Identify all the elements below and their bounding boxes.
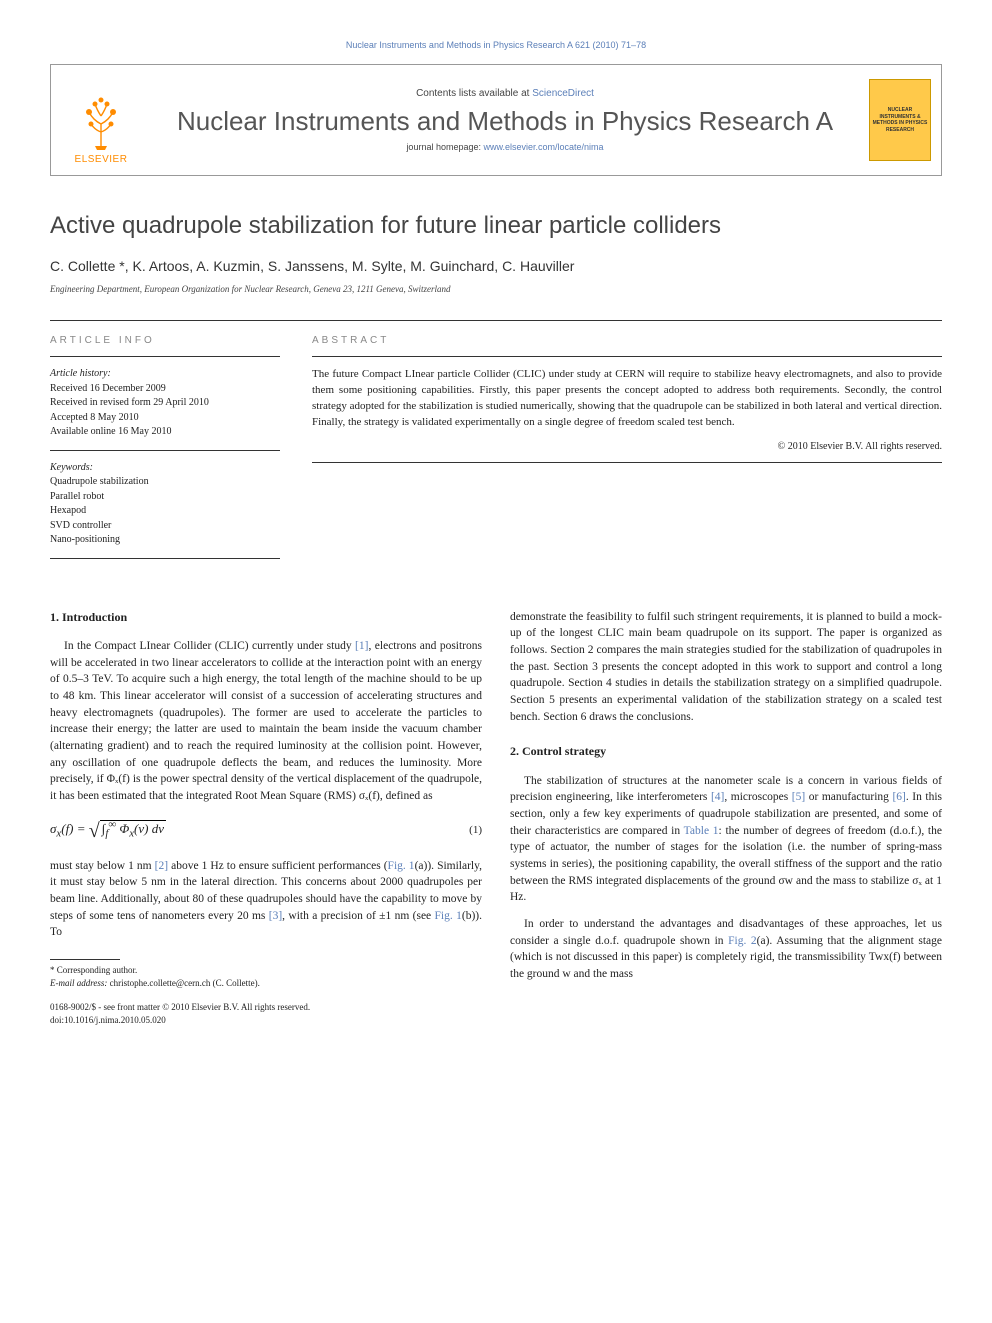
ref-4-link[interactable]: [4] xyxy=(711,791,724,803)
keyword: Hexapod xyxy=(50,504,280,519)
intro-paragraph-1: In the Compact LInear Collider (CLIC) cu… xyxy=(50,638,482,805)
table-1-link[interactable]: Table 1 xyxy=(684,825,719,837)
fig-2-link[interactable]: Fig. 2 xyxy=(728,935,757,947)
article-title: Active quadrupole stabilization for futu… xyxy=(50,212,942,240)
intro-continuation: demonstrate the feasibility to fulfil su… xyxy=(510,609,942,726)
keyword: SVD controller xyxy=(50,519,280,534)
ref-5-link[interactable]: [5] xyxy=(792,791,805,803)
ref-1-link[interactable]: [1] xyxy=(355,640,368,652)
article-info-sidebar: ARTICLE INFO Article history: Received 1… xyxy=(50,321,280,569)
journal-masthead: ELSEVIER Contents lists available at Sci… xyxy=(50,64,942,176)
intro-paragraph-2: must stay below 1 nm [2] above 1 Hz to e… xyxy=(50,858,482,941)
keywords-label: Keywords: xyxy=(50,461,280,476)
publisher-logo: ELSEVIER xyxy=(61,75,141,165)
running-header: Nuclear Instruments and Methods in Physi… xyxy=(50,40,942,50)
equation-1-number: (1) xyxy=(469,823,482,839)
keywords-block: Keywords: Quadrupole stabilization Paral… xyxy=(50,461,280,548)
history-label: Article history: xyxy=(50,367,280,382)
fig-1a-link[interactable]: Fig. 1 xyxy=(388,860,415,872)
journal-title: Nuclear Instruments and Methods in Physi… xyxy=(151,107,859,137)
masthead-center: Contents lists available at ScienceDirec… xyxy=(151,78,859,163)
journal-cover-text: NUCLEAR INSTRUMENTS & METHODS IN PHYSICS… xyxy=(872,107,928,133)
sciencedirect-link[interactable]: ScienceDirect xyxy=(532,88,594,99)
article-info-label: ARTICLE INFO xyxy=(50,335,280,346)
corresponding-email[interactable]: christophe.collette@cern.ch (C. Collette… xyxy=(107,978,260,988)
document-footer: 0168-9002/$ - see front matter © 2010 El… xyxy=(50,1001,482,1026)
keyword: Quadrupole stabilization xyxy=(50,475,280,490)
accepted-date: Accepted 8 May 2010 xyxy=(50,411,280,426)
control-strategy-p1: The stabilization of structures at the n… xyxy=(510,773,942,906)
control-strategy-p2: In order to understand the advantages an… xyxy=(510,916,942,983)
section-2-heading: 2. Control strategy xyxy=(510,743,942,760)
article-history: Article history: Received 16 December 20… xyxy=(50,367,280,440)
fig-1b-link[interactable]: Fig. 1 xyxy=(435,910,462,922)
abstract-copyright: © 2010 Elsevier B.V. All rights reserved… xyxy=(312,441,942,452)
keyword: Parallel robot xyxy=(50,490,280,505)
section-1-heading: 1. Introduction xyxy=(50,609,482,626)
keyword: Nano-positioning xyxy=(50,533,280,548)
email-label: E-mail address: xyxy=(50,978,107,988)
equation-1: σx(f) = √∫f∞ Φx(ν) dν (1) xyxy=(50,817,482,846)
body-left-column: 1. Introduction In the Compact LInear Co… xyxy=(50,609,482,1027)
journal-cover-thumbnail: NUCLEAR INSTRUMENTS & METHODS IN PHYSICS… xyxy=(869,79,931,161)
received-date: Received 16 December 2009 xyxy=(50,382,280,397)
abstract-column: ABSTRACT The future Compact LInear parti… xyxy=(312,321,942,569)
front-matter-line: 0168-9002/$ - see front matter © 2010 El… xyxy=(50,1001,482,1014)
email-footnote: E-mail address: christophe.collette@cern… xyxy=(50,977,482,990)
doi-line: doi:10.1016/j.nima.2010.05.020 xyxy=(50,1014,482,1027)
abstract-text: The future Compact LInear particle Colli… xyxy=(312,367,942,431)
elsevier-tree-icon xyxy=(75,94,127,152)
author-list: C. Collette *, K. Artoos, A. Kuzmin, S. … xyxy=(50,258,942,274)
affiliation: Engineering Department, European Organiz… xyxy=(50,284,942,294)
ref-3-link[interactable]: [3] xyxy=(269,910,282,922)
contents-available-line: Contents lists available at ScienceDirec… xyxy=(151,88,859,99)
abstract-label: ABSTRACT xyxy=(312,335,942,346)
ref-6-link[interactable]: [6] xyxy=(892,791,905,803)
revised-date: Received in revised form 29 April 2010 xyxy=(50,396,280,411)
homepage-prefix: journal homepage: xyxy=(406,142,483,152)
ref-2-link[interactable]: [2] xyxy=(155,860,168,872)
journal-homepage-link[interactable]: www.elsevier.com/locate/nima xyxy=(484,142,604,152)
contents-prefix: Contents lists available at xyxy=(416,88,532,99)
body-two-column: 1. Introduction In the Compact LInear Co… xyxy=(50,609,942,1027)
footnote-rule xyxy=(50,959,120,960)
journal-homepage-line: journal homepage: www.elsevier.com/locat… xyxy=(151,142,859,152)
online-date: Available online 16 May 2010 xyxy=(50,425,280,440)
publisher-name: ELSEVIER xyxy=(75,154,128,165)
corresponding-author-footnote: * Corresponding author. xyxy=(50,964,482,977)
body-right-column: demonstrate the feasibility to fulfil su… xyxy=(510,609,942,1027)
